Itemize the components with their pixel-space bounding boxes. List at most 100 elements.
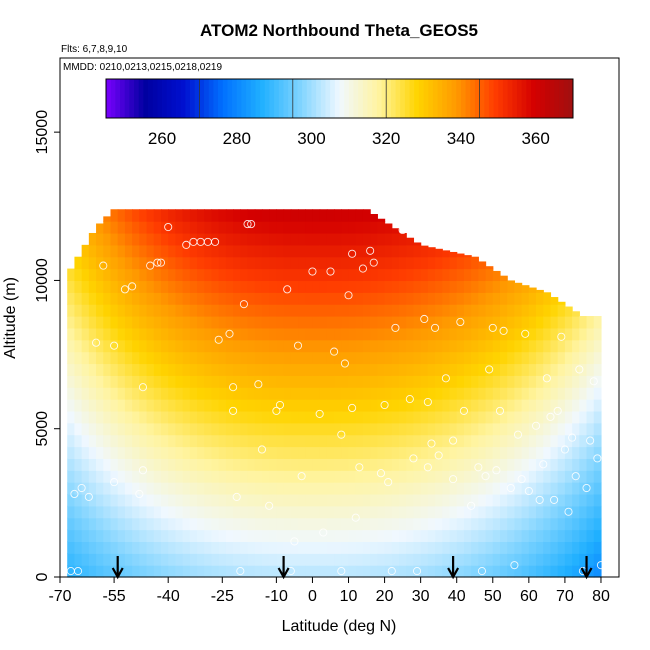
- heatmap-cell: [204, 375, 213, 388]
- heatmap-cell: [478, 434, 487, 448]
- heatmap-cell: [110, 434, 119, 448]
- heatmap-cell: [160, 244, 169, 258]
- heatmap-cell: [406, 565, 415, 578]
- data-point: [550, 495, 559, 504]
- heatmap-cell: [197, 221, 205, 234]
- heatmap-cell: [146, 529, 155, 543]
- heatmap-cell: [492, 351, 501, 365]
- heatmap-cell: [204, 280, 213, 293]
- heatmap-cell: [204, 339, 213, 353]
- heatmap-cell: [117, 422, 126, 436]
- heatmap-cell: [355, 351, 364, 365]
- heatmap-cell: [586, 363, 595, 376]
- heatmap-cell: [146, 565, 155, 578]
- heatmap-cell: [348, 446, 357, 459]
- colorbar-segment: [428, 79, 434, 118]
- heatmap-cell: [362, 517, 371, 531]
- heatmap-cell: [103, 482, 112, 495]
- heatmap-cell: [341, 470, 350, 483]
- heatmap-cell: [543, 517, 552, 531]
- heatmap-cell: [305, 517, 314, 531]
- heatmap-cell: [182, 256, 191, 270]
- heatmap-cell: [240, 280, 249, 293]
- heatmap-cell: [399, 375, 407, 388]
- heatmap-cell: [254, 493, 263, 507]
- heatmap-cell: [370, 458, 378, 471]
- heatmap-cell: [124, 304, 133, 317]
- heatmap-cell: [74, 493, 83, 507]
- heatmap-cell: [572, 529, 580, 543]
- heatmap-cell: [283, 304, 292, 317]
- heatmap-cell: [117, 280, 126, 293]
- heatmap-cell: [384, 363, 393, 376]
- heatmap-cell: [478, 517, 487, 531]
- heatmap-cell: [355, 304, 364, 317]
- heatmap-cell: [67, 304, 76, 317]
- heatmap-cell: [67, 410, 76, 424]
- heatmap-cell: [146, 470, 155, 483]
- heatmap-cell: [276, 244, 285, 258]
- colorbar-segment: [516, 79, 523, 118]
- heatmap-cell: [67, 351, 76, 365]
- heatmap-cell: [463, 399, 472, 412]
- heatmap-cell: [132, 387, 140, 400]
- heatmap-cell: [528, 287, 537, 293]
- heatmap-cell: [521, 399, 530, 412]
- heatmap-cell: [175, 232, 184, 246]
- heatmap-cell: [225, 565, 234, 578]
- heatmap-cell: [456, 268, 465, 282]
- heatmap-cell: [528, 505, 537, 519]
- heatmap-cell: [146, 375, 155, 388]
- heatmap-cell: [182, 339, 191, 353]
- heatmap-cell: [74, 292, 83, 305]
- data-point: [409, 454, 418, 463]
- heatmap-cell: [550, 541, 559, 554]
- heatmap-cell: [168, 375, 176, 388]
- heatmap-cell: [204, 351, 213, 365]
- heatmap-cell: [261, 493, 270, 507]
- heatmap-cell: [312, 493, 321, 507]
- heatmap-cell: [175, 470, 184, 483]
- heatmap-cell: [435, 553, 443, 566]
- heatmap-cell: [536, 387, 544, 400]
- heatmap-cell: [197, 470, 205, 483]
- heatmap-cell: [326, 470, 335, 483]
- heatmap-cell: [334, 493, 342, 507]
- heatmap-cell: [348, 256, 357, 270]
- heatmap-cell: [362, 505, 371, 519]
- heatmap-cell: [67, 493, 76, 507]
- heatmap-cell: [247, 363, 256, 376]
- heatmap-cell: [81, 316, 90, 329]
- colorbar-segment: [563, 79, 569, 118]
- heatmap-cell: [557, 434, 566, 448]
- heatmap-cell: [153, 375, 162, 388]
- heatmap-cell: [96, 482, 104, 495]
- heatmap-cell: [110, 304, 119, 317]
- heatmap-cell: [290, 221, 299, 234]
- heatmap-cell: [276, 541, 285, 554]
- heatmap-cell: [124, 529, 133, 543]
- heatmap-cell: [492, 565, 501, 578]
- heatmap-cell: [593, 529, 602, 543]
- heatmap-cell: [362, 565, 371, 578]
- heatmap-cell: [463, 505, 472, 519]
- heatmap-cell: [362, 470, 371, 483]
- heatmap-cell: [449, 529, 458, 543]
- heatmap-cell: [471, 363, 479, 376]
- colorbar-segment: [339, 79, 345, 118]
- heatmap-cell: [471, 565, 479, 578]
- heatmap-cell: [442, 505, 451, 519]
- heatmap-cell: [175, 304, 184, 317]
- heatmap-cell: [521, 292, 530, 305]
- heatmap-cell: [485, 529, 494, 543]
- heatmap-cell: [420, 470, 429, 483]
- heatmap-cell: [341, 446, 350, 459]
- heatmap-cell: [377, 339, 386, 353]
- heatmap-cell: [204, 422, 213, 436]
- heatmap-cell: [442, 387, 451, 400]
- heatmap-cell: [74, 470, 83, 483]
- heatmap-cell: [586, 517, 595, 531]
- data-point: [73, 567, 83, 576]
- heatmap-cell: [471, 493, 479, 507]
